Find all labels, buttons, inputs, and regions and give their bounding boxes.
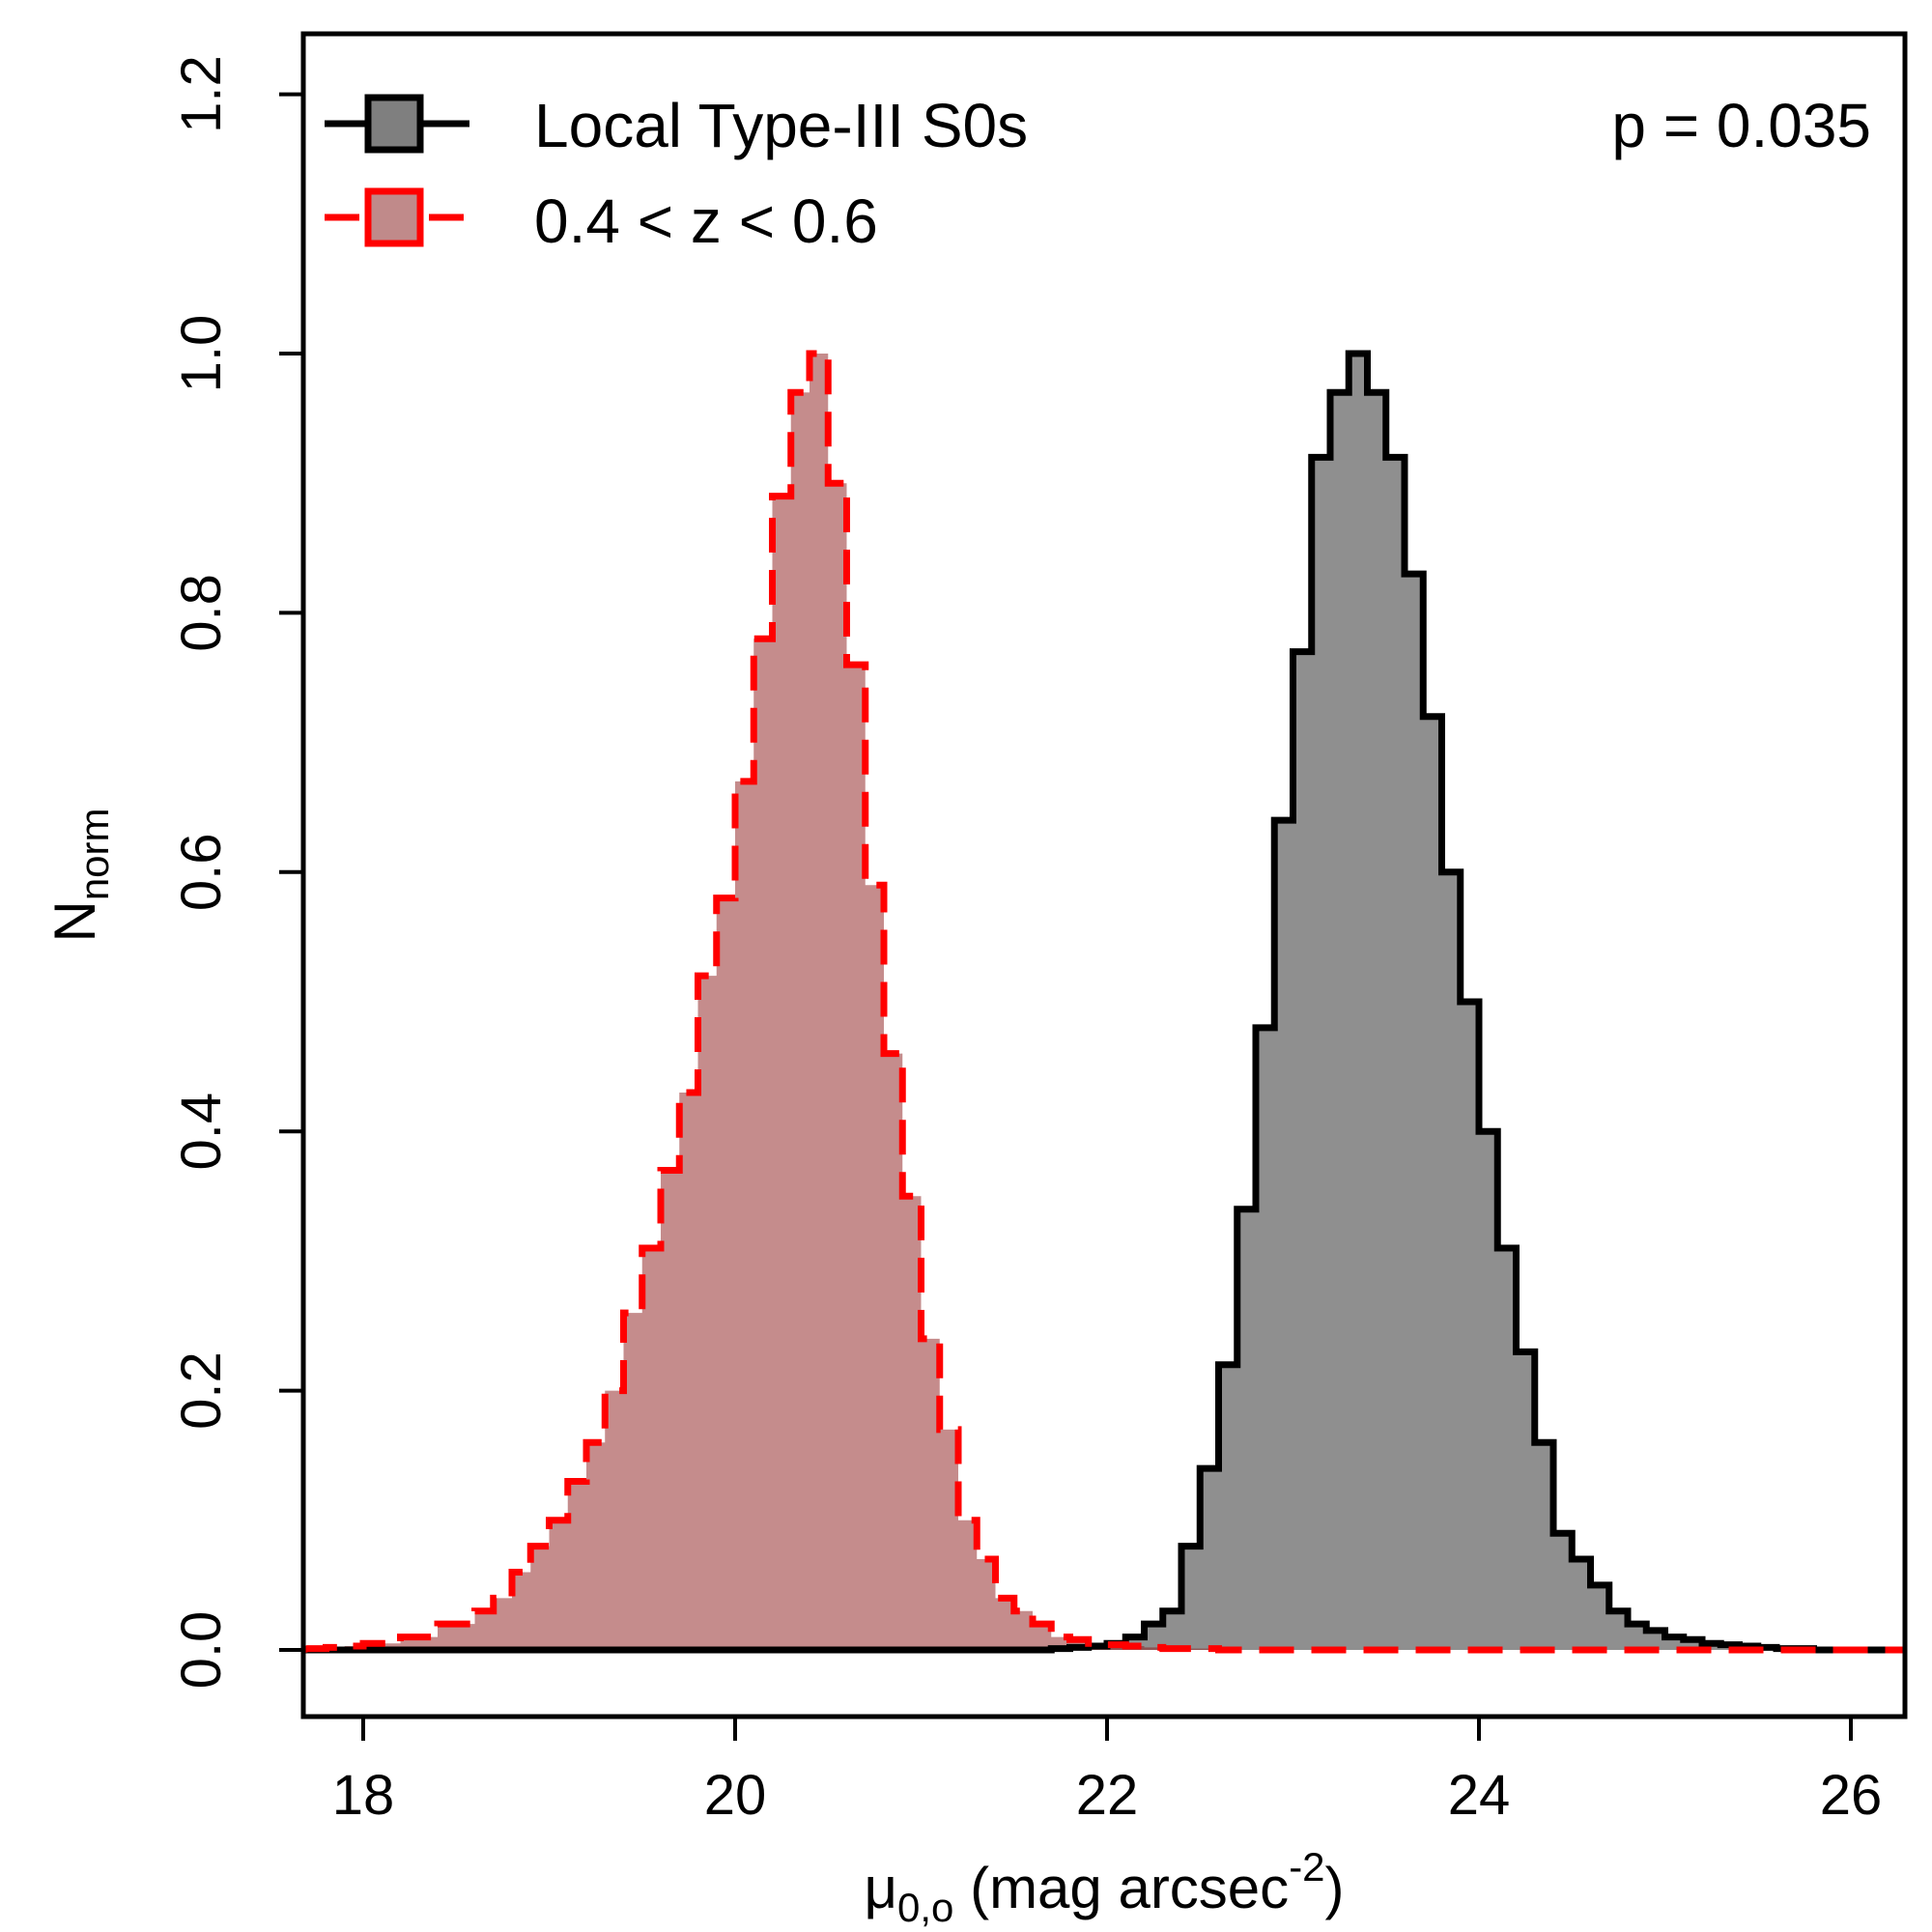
y-tick-label: 0.8	[170, 574, 233, 652]
x-axis: 18 20 22 24 26	[332, 1717, 1883, 1827]
y-tick-label: 0.0	[170, 1611, 233, 1690]
legend-swatch-highz	[364, 187, 424, 247]
histogram-fill-0	[303, 354, 1905, 1650]
p-value-annotation: p = 0.035	[1611, 91, 1871, 160]
y-tick-label: 1.0	[170, 315, 233, 393]
y-axis-title: Nnorm	[43, 808, 117, 942]
x-tick-label: 26	[1820, 1764, 1883, 1827]
histogram-outline-0	[303, 350, 1905, 1654]
y-tick-label: 0.2	[170, 1351, 233, 1430]
y-tick-label: 1.2	[170, 55, 233, 133]
legend-label-local: Local Type-III S0s	[534, 91, 1028, 160]
legend: Local Type-III S0s 0.4 < z < 0.6	[325, 91, 1028, 256]
legend-swatch-local	[364, 94, 424, 154]
x-tick-label: 20	[704, 1764, 767, 1827]
y-tick-label: 0.6	[170, 833, 233, 911]
legend-label-highz: 0.4 < z < 0.6	[534, 186, 878, 256]
y-tick-label: 0.4	[170, 1093, 233, 1171]
x-tick-label: 18	[332, 1764, 395, 1827]
y-axis: 0.0 0.2 0.4 0.6 0.8 1.0 1.2	[170, 55, 303, 1689]
x-tick-label: 22	[1076, 1764, 1139, 1827]
plot-frame	[300, 31, 1908, 1719]
histogram-outline-1	[303, 350, 1905, 1654]
x-tick-label: 24	[1448, 1764, 1511, 1827]
histogram-fill-1	[303, 354, 1905, 1650]
series-layer	[303, 350, 1905, 1654]
x-axis-title: μ0,o (mag arcsec-2)	[864, 1844, 1344, 1930]
